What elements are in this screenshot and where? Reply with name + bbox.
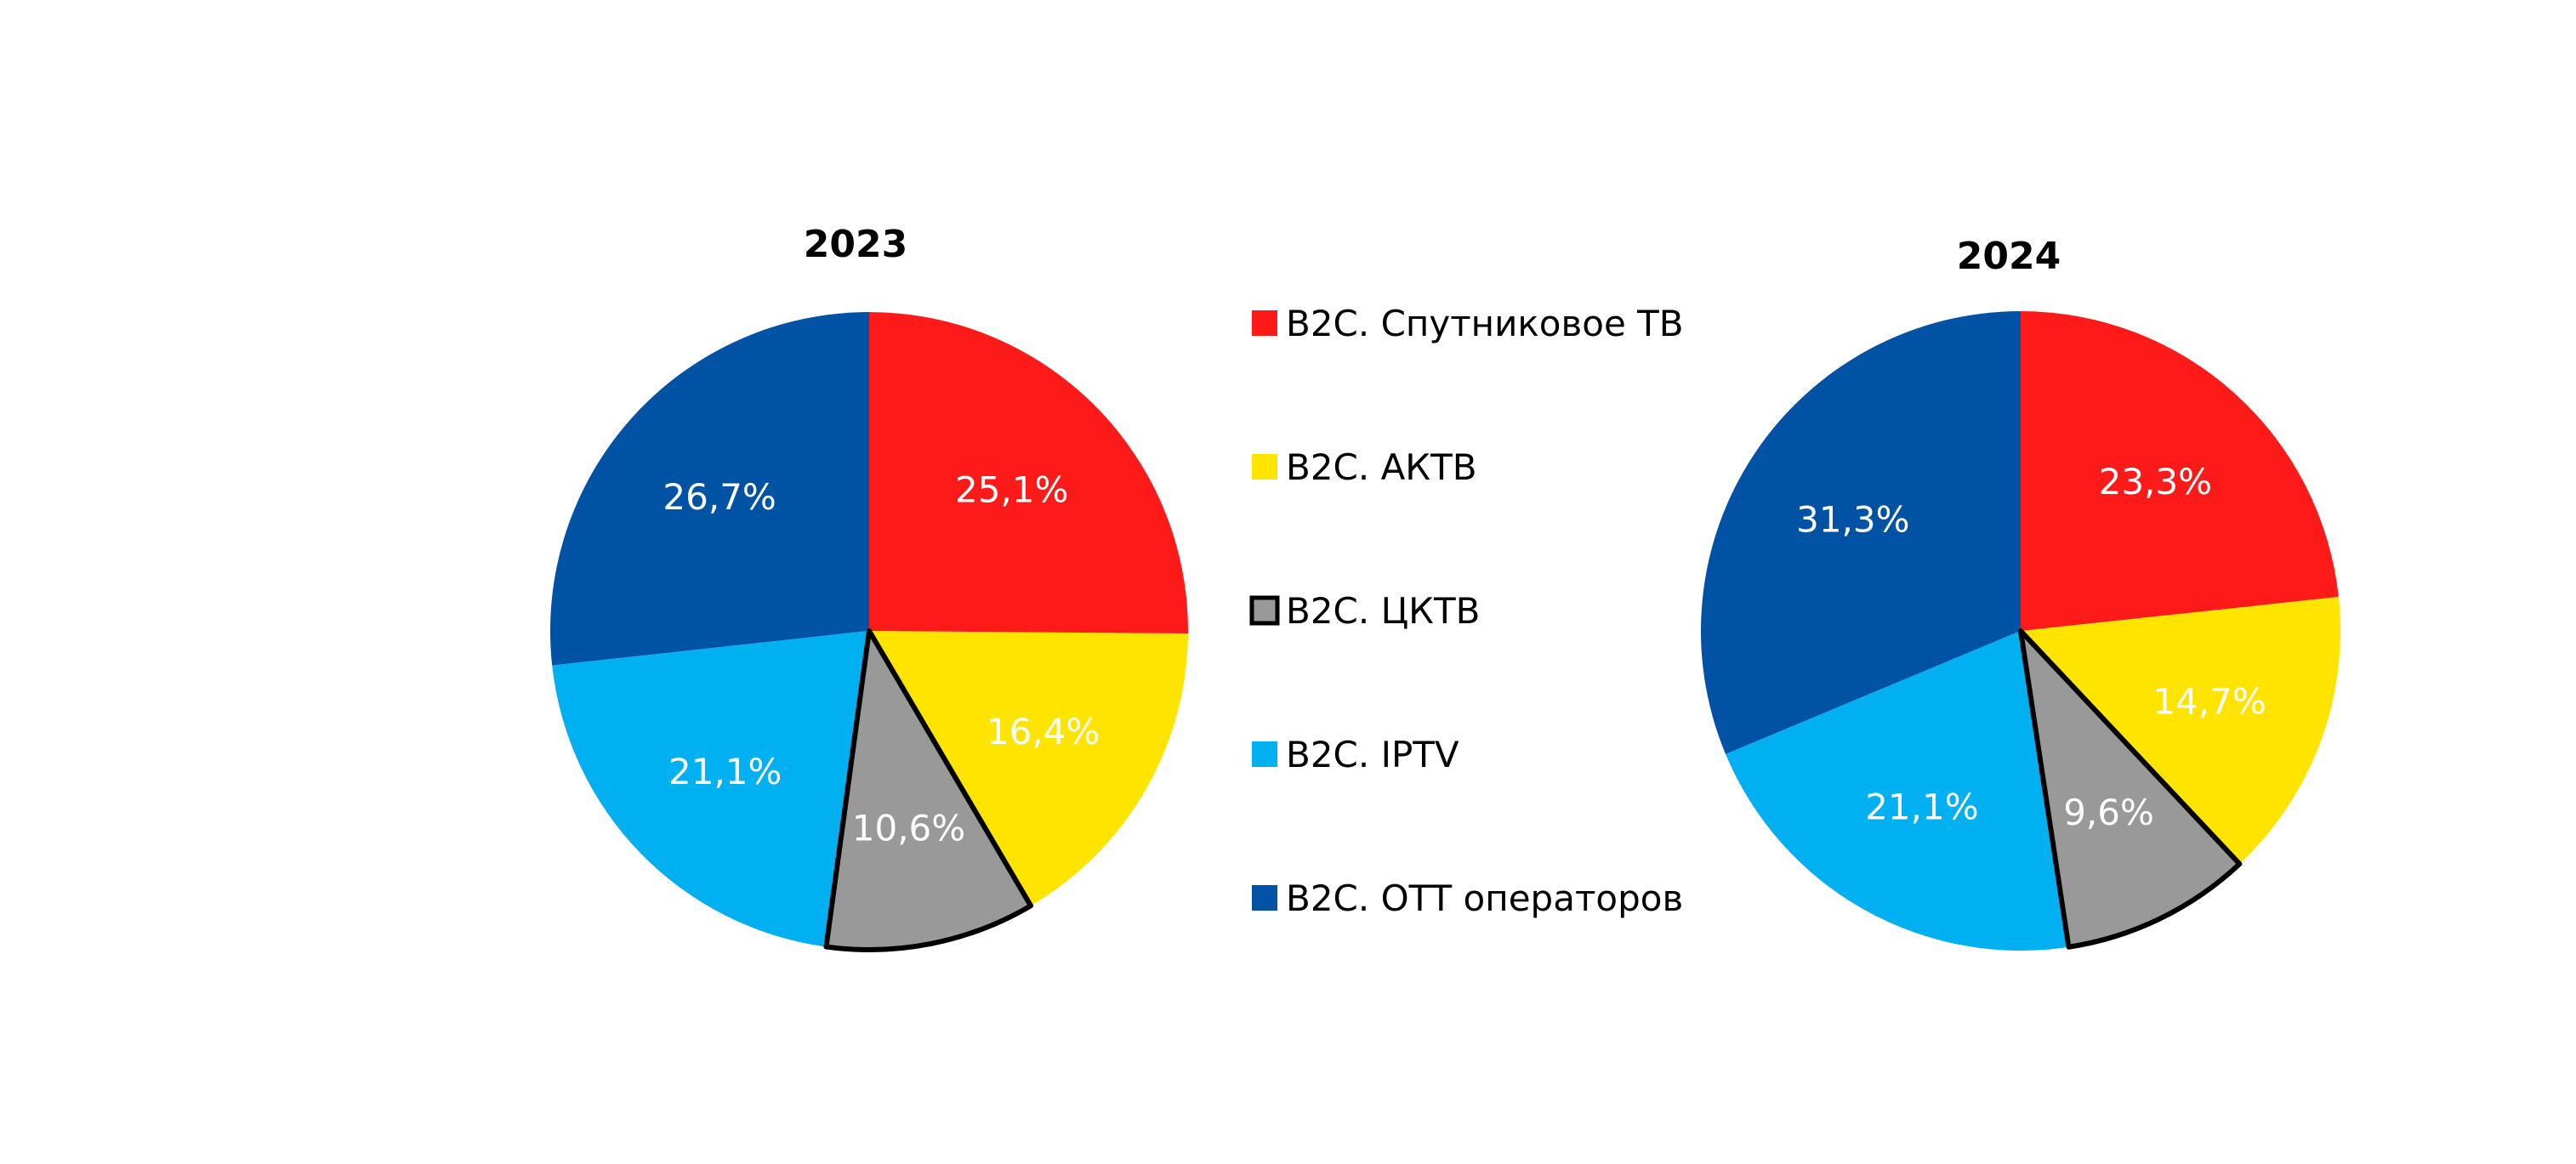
data-label-2023-3: 10,6% <box>852 808 965 849</box>
legend-label-2: B2C. АКТВ <box>1286 446 1477 488</box>
data-label-2024-4: 21,1% <box>1865 786 1978 827</box>
pie-chart-2023: 2023 25,1% 16,4% 10,6% 21,1% 26,7% <box>550 223 1188 952</box>
data-label-2023-2: 16,4% <box>987 711 1100 752</box>
data-label-2024-2: 14,7% <box>2152 680 2266 722</box>
pie-slice-2024-5 <box>1701 310 2021 754</box>
data-label-2024-1: 23,3% <box>2099 461 2212 503</box>
pie-slice-2024-1 <box>2021 310 2339 631</box>
legend-label-4: B2C. IPTV <box>1286 734 1459 775</box>
legend-label-3: B2C. ЦКТВ <box>1286 590 1480 632</box>
data-label-2023-5: 26,7% <box>662 476 776 518</box>
pie-slice-2023-1 <box>869 312 1188 633</box>
pie-slice-2023-4 <box>552 631 869 947</box>
legend-swatch-1 <box>1252 310 1277 336</box>
pie-title-2024: 2024 <box>1957 235 2061 278</box>
legend: B2C. Спутниковое ТВ B2C. АКТВ B2C. ЦКТВ B2C… <box>1249 303 1684 919</box>
data-label-2024-3: 9,6% <box>2063 792 2154 833</box>
pie-slice-2023-3 <box>826 631 1032 950</box>
data-label-2024-5: 31,3% <box>1796 499 1909 541</box>
legend-label-1: B2C. Спутниковое ТВ <box>1286 303 1684 344</box>
legend-swatch-3 <box>1249 595 1280 626</box>
data-label-2023-1: 25,1% <box>955 469 1068 511</box>
legend-swatch-4 <box>1252 741 1277 767</box>
legend-label-5: B2C. OTT операторов <box>1286 877 1683 919</box>
legend-swatch-2 <box>1252 454 1277 480</box>
pie-slice-2024-2 <box>2021 596 2340 865</box>
pie-chart-2024: 2024 23,3% 14,7% 9,6% 21,1% 31,3% <box>1701 235 2340 951</box>
pie-slice-2023-2 <box>869 631 1188 906</box>
pie-slice-outline-2023 <box>823 628 1034 952</box>
pie-slice-2023-5 <box>550 312 869 666</box>
pie-slice-2024-3 <box>2021 631 2240 947</box>
pie-slice-outline-2024 <box>2018 628 2243 950</box>
data-label-2023-4: 21,1% <box>668 751 782 792</box>
pie-slice-2024-4 <box>1726 631 2069 951</box>
legend-swatch-5 <box>1252 885 1277 911</box>
pie-title-2023: 2023 <box>804 223 907 266</box>
